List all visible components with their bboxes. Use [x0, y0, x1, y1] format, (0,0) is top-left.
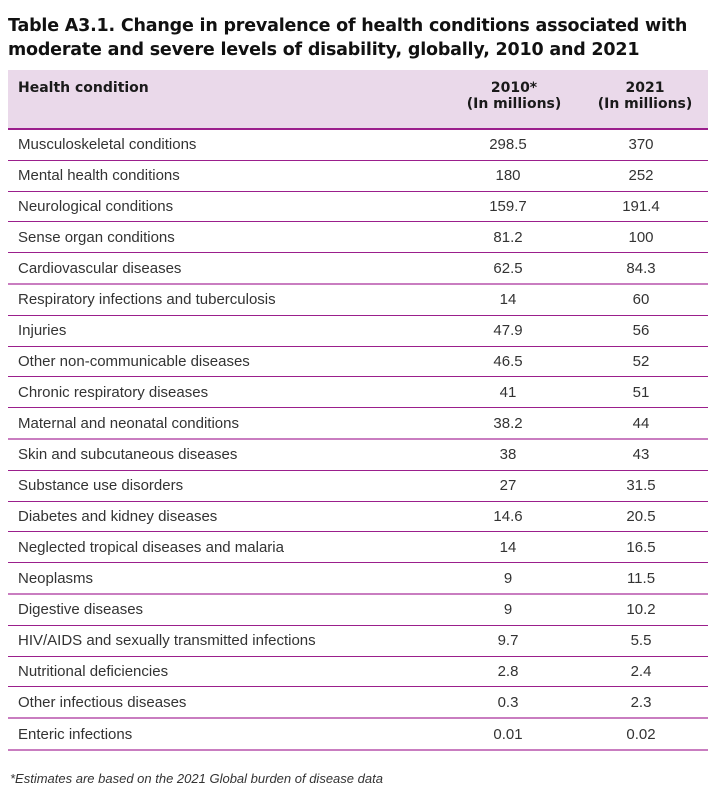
cell-health-condition: Digestive diseases: [8, 593, 448, 626]
cell-value-2021: 31.5: [580, 470, 708, 502]
cell-value-2021: 100: [580, 221, 708, 254]
cell-value-2010: 81.2: [448, 221, 580, 254]
table-row: Nutritional deficiencies 2.8 2.4: [8, 656, 708, 688]
table-title: Table A3.1. Change in prevalence of heal…: [8, 16, 688, 60]
cell-health-condition: Maternal and neonatal conditions: [8, 407, 448, 440]
cell-health-condition: Chronic respiratory diseases: [8, 376, 448, 409]
cell-value-2021: 370: [580, 129, 708, 161]
header-2021-unit: (In millions): [597, 96, 693, 112]
cell-value-2021: 11.5: [580, 562, 708, 595]
footnote: *Estimates are based on the 2021 Global …: [10, 770, 383, 786]
cell-value-2021: 20.5: [580, 501, 708, 533]
cell-health-condition: Neurological conditions: [8, 191, 448, 223]
cell-health-condition: Mental health conditions: [8, 160, 448, 192]
table-row: Injuries 47.9 56: [8, 315, 708, 347]
cell-value-2010: 14.6: [448, 501, 580, 533]
cell-value-2021: 2.4: [580, 656, 708, 688]
cell-health-condition: Respiratory infections and tuberculosis: [8, 283, 448, 316]
cell-health-condition: Cardiovascular diseases: [8, 252, 448, 285]
cell-health-condition: Other infectious diseases: [8, 686, 448, 720]
cell-value-2021: 43: [580, 438, 708, 471]
table-row: HIV/AIDS and sexually transmitted infect…: [8, 625, 708, 657]
cell-value-2021: 5.5: [580, 625, 708, 657]
header-2010: 2010* (In millions): [448, 70, 580, 130]
cell-health-condition: Nutritional deficiencies: [8, 656, 448, 688]
cell-value-2010: 9: [448, 562, 580, 595]
cell-value-2021: 10.2: [580, 593, 708, 626]
cell-health-condition: Musculoskeletal conditions: [8, 129, 448, 161]
table-row: Chronic respiratory diseases 41 51: [8, 376, 708, 409]
cell-health-condition: Substance use disorders: [8, 470, 448, 502]
table-row: Maternal and neonatal conditions 38.2 44: [8, 407, 708, 440]
table-row: Other infectious diseases 0.3 2.3: [8, 686, 708, 720]
table-row: Enteric infections 0.01 0.02: [8, 718, 708, 751]
cell-value-2010: 0.3: [448, 686, 580, 720]
cell-value-2010: 27: [448, 470, 580, 502]
table-body: Musculoskeletal conditions 298.5 370 Mental…: [8, 129, 708, 751]
table-header-row: Health condition 2010* (In millions) 202…: [8, 70, 708, 130]
header-2010-year: 2010*: [490, 80, 538, 96]
header-health-condition: Health condition: [8, 70, 448, 130]
cell-health-condition: Neoplasms: [8, 562, 448, 595]
table-row: Diabetes and kidney diseases 14.6 20.5: [8, 501, 708, 533]
cell-value-2021: 44: [580, 407, 708, 440]
cell-value-2021: 60: [580, 283, 708, 316]
cell-value-2021: 52: [580, 346, 708, 378]
cell-value-2021: 0.02: [580, 718, 708, 751]
cell-value-2010: 38: [448, 438, 580, 471]
cell-value-2021: 191.4: [580, 191, 708, 223]
table-row: Cardiovascular diseases 62.5 84.3: [8, 252, 708, 285]
table-row: Respiratory infections and tuberculosis 1…: [8, 283, 708, 316]
cell-health-condition: Enteric infections: [8, 718, 448, 751]
table-row: Neglected tropical diseases and malaria 1…: [8, 531, 708, 564]
cell-value-2010: 62.5: [448, 252, 580, 285]
table-row: Digestive diseases 9 10.2: [8, 593, 708, 626]
table-row: Substance use disorders 27 31.5: [8, 470, 708, 502]
header-2021: 2021 (In millions): [580, 70, 708, 130]
cell-value-2021: 16.5: [580, 531, 708, 564]
cell-value-2010: 9.7: [448, 625, 580, 657]
table-row: Neurological conditions 159.7 191.4: [8, 191, 708, 223]
cell-value-2010: 47.9: [448, 315, 580, 347]
cell-health-condition: Neglected tropical diseases and malaria: [8, 531, 448, 564]
cell-value-2021: 51: [580, 376, 708, 409]
cell-value-2010: 14: [448, 283, 580, 316]
table-row: Other non-communicable diseases 46.5 52: [8, 346, 708, 378]
table-row: Skin and subcutaneous diseases 38 43: [8, 438, 708, 471]
document-page: Table A3.1. Change in prevalence of heal…: [8, 14, 708, 786]
cell-value-2010: 41: [448, 376, 580, 409]
cell-value-2010: 14: [448, 531, 580, 564]
cell-health-condition: Diabetes and kidney diseases: [8, 501, 448, 533]
cell-value-2010: 0.01: [448, 718, 580, 751]
cell-health-condition: Sense organ conditions: [8, 221, 448, 254]
cell-health-condition: Skin and subcutaneous diseases: [8, 438, 448, 471]
cell-health-condition: Injuries: [8, 315, 448, 347]
cell-value-2021: 252: [580, 160, 708, 192]
table-row: Sense organ conditions 81.2 100: [8, 221, 708, 254]
cell-value-2010: 298.5: [448, 129, 580, 161]
cell-value-2010: 9: [448, 593, 580, 626]
header-2010-unit: (In millions): [466, 96, 562, 112]
cell-value-2010: 180: [448, 160, 580, 192]
health-conditions-table: Health condition 2010* (In millions) 202…: [8, 70, 708, 751]
cell-value-2021: 56: [580, 315, 708, 347]
header-2021-year: 2021: [625, 80, 665, 96]
cell-value-2021: 84.3: [580, 252, 708, 285]
cell-value-2010: 38.2: [448, 407, 580, 440]
table-row: Mental health conditions 180 252: [8, 160, 708, 192]
cell-value-2010: 159.7: [448, 191, 580, 223]
cell-health-condition: HIV/AIDS and sexually transmitted infect…: [8, 625, 448, 657]
table-row: Musculoskeletal conditions 298.5 370: [8, 129, 708, 161]
cell-health-condition: Other non-communicable diseases: [8, 346, 448, 378]
cell-value-2010: 2.8: [448, 656, 580, 688]
table-row: Neoplasms 9 11.5: [8, 562, 708, 595]
cell-value-2021: 2.3: [580, 686, 708, 720]
cell-value-2010: 46.5: [448, 346, 580, 378]
